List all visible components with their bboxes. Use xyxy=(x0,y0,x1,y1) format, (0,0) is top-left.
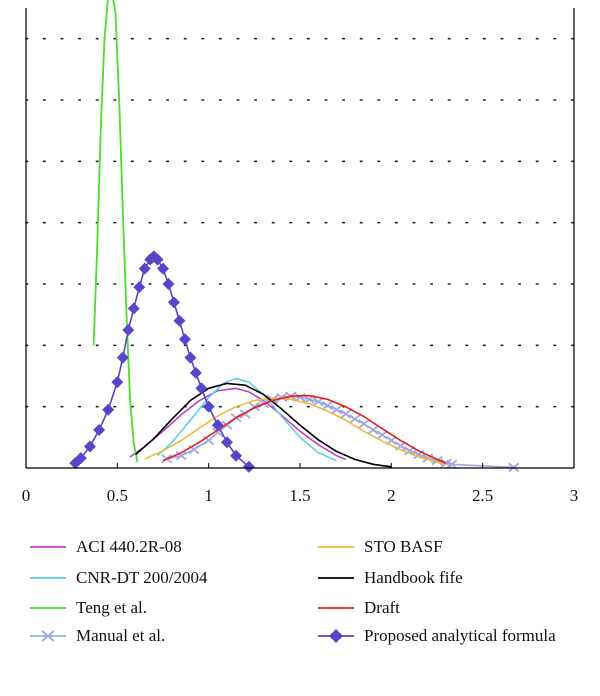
legend-label: Handbook fife xyxy=(364,568,463,587)
data-point-x xyxy=(321,400,333,411)
legend-label: Draft xyxy=(364,598,400,617)
data-point-diamond xyxy=(189,366,202,379)
data-point-diamond xyxy=(173,314,186,327)
legend-item: Teng et al. xyxy=(28,597,276,619)
data-point-diamond xyxy=(220,436,233,449)
series-layer xyxy=(69,0,520,473)
x-tick-label: 3 xyxy=(570,486,579,505)
series-7 xyxy=(69,250,255,473)
data-point-diamond xyxy=(157,262,169,275)
data-point-diamond xyxy=(116,351,129,364)
series-line xyxy=(135,382,392,468)
legend-label: Proposed analytical formula xyxy=(364,626,556,645)
series-line xyxy=(129,387,346,461)
legend-swatch xyxy=(318,629,354,643)
x-tick-label: 0.5 xyxy=(107,486,128,505)
data-point-diamond xyxy=(167,296,180,309)
data-point-x xyxy=(312,397,324,407)
data-point-x xyxy=(340,409,352,419)
series-1 xyxy=(156,377,337,462)
series-line xyxy=(74,255,250,468)
legend-swatch xyxy=(318,607,354,609)
series-0 xyxy=(129,387,346,461)
series-4 xyxy=(144,397,447,466)
data-point-diamond xyxy=(102,403,115,416)
data-point-x xyxy=(330,405,343,415)
data-point-diamond xyxy=(111,376,124,389)
series-line xyxy=(162,394,447,464)
series-2 xyxy=(92,0,139,463)
data-point-diamond xyxy=(93,423,106,436)
legend-item: Handbook fife xyxy=(316,567,564,589)
data-point-diamond xyxy=(133,281,146,294)
data-point-diamond xyxy=(202,400,215,413)
legend-swatch xyxy=(318,546,354,548)
chart: 0 0.5 1 1.5 2 2.5 3 xyxy=(22,0,579,505)
axes xyxy=(25,8,575,469)
x-tick-label: 1.5 xyxy=(289,486,310,505)
legend-item: Manual et al. xyxy=(28,625,276,647)
legend-label: ACI 440.2R-08 xyxy=(76,537,182,556)
legend: ACI 440.2R-08 CNR-DT 200/2004 Teng et al. M… xyxy=(0,536,600,696)
series-6 xyxy=(162,394,447,464)
series-line xyxy=(156,377,337,462)
data-point-x xyxy=(367,425,379,435)
data-point-diamond xyxy=(74,452,87,465)
data-point-diamond xyxy=(230,449,243,462)
data-point-x xyxy=(376,430,388,440)
series-3 xyxy=(161,391,520,473)
legend-swatch xyxy=(318,577,354,579)
x-tick-labels: 0 0.5 1 1.5 2 2.5 3 xyxy=(22,463,579,505)
data-point-diamond xyxy=(151,253,164,266)
legend-item: Draft xyxy=(316,597,564,619)
data-point-diamond xyxy=(83,440,96,453)
data-point-x xyxy=(358,419,370,429)
data-point-diamond xyxy=(127,302,140,315)
legend-item: CNR-DT 200/2004 xyxy=(28,567,276,589)
legend-item: STO BASF xyxy=(316,536,564,558)
x-tick-label: 1 xyxy=(204,486,213,505)
legend-swatch xyxy=(30,630,66,642)
gridlines xyxy=(25,37,575,408)
x-tick-label: 2.5 xyxy=(472,486,493,505)
legend-swatch xyxy=(30,577,66,579)
legend-swatch xyxy=(30,607,66,609)
data-point-x xyxy=(349,414,361,424)
data-point-x xyxy=(446,459,458,470)
data-point-diamond xyxy=(138,262,151,275)
data-point-diamond xyxy=(178,333,191,346)
legend-label: Teng et al. xyxy=(76,598,148,617)
legend-item: Proposed analytical formula xyxy=(316,625,564,647)
series-line xyxy=(144,397,447,466)
data-point-x xyxy=(175,451,187,461)
series-5 xyxy=(135,382,392,468)
data-point-diamond xyxy=(162,278,175,290)
data-point-diamond xyxy=(242,460,255,473)
series-line xyxy=(92,0,139,463)
legend-label: CNR-DT 200/2004 xyxy=(76,568,208,587)
x-tick-label: 0 xyxy=(22,486,31,505)
data-point-diamond xyxy=(195,382,208,395)
legend-label: Manual et al. xyxy=(76,626,166,645)
legend-item: ACI 440.2R-08 xyxy=(28,536,276,558)
data-point-diamond xyxy=(184,351,197,364)
data-point-x xyxy=(508,462,520,473)
data-point-diamond xyxy=(122,324,135,336)
legend-swatch xyxy=(30,546,66,548)
legend-label: STO BASF xyxy=(364,537,443,556)
data-point-diamond xyxy=(211,419,224,432)
data-point-x xyxy=(276,392,288,403)
x-tick-label: 2 xyxy=(387,486,396,505)
